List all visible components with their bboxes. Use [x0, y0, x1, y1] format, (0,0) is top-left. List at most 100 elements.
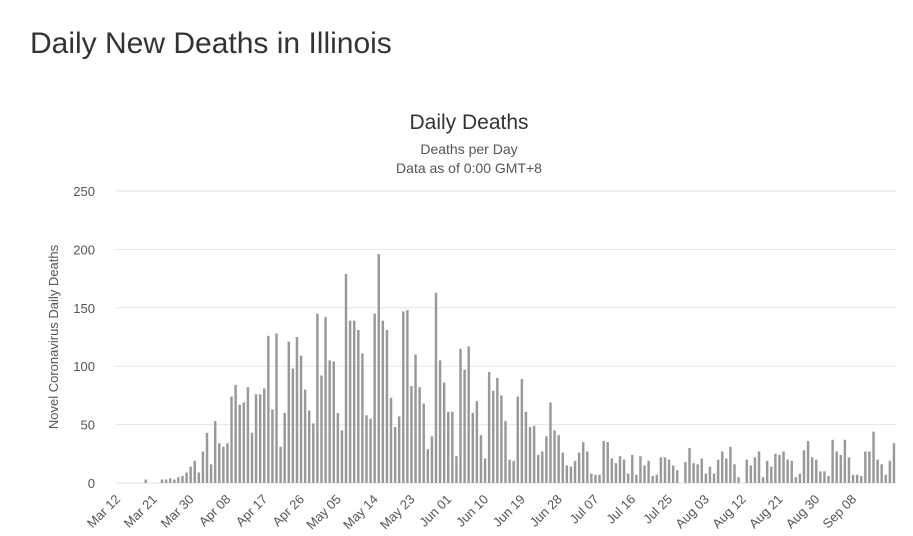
bar — [733, 464, 736, 483]
bar — [402, 311, 405, 483]
bar — [810, 457, 814, 483]
chart-subtitle-line-1: Deaths per Day — [420, 141, 517, 157]
bar — [324, 317, 327, 483]
bar — [406, 310, 409, 483]
bar — [688, 447, 691, 483]
bar — [312, 423, 315, 483]
bar — [884, 474, 887, 483]
bar — [254, 394, 258, 483]
bar — [348, 320, 352, 483]
bar — [655, 474, 659, 483]
bar — [246, 387, 250, 483]
y-tick-label: 50 — [81, 418, 95, 433]
bar — [459, 348, 462, 483]
bar — [218, 443, 221, 483]
x-tick-label: Apr 26 — [269, 492, 307, 530]
bar — [508, 459, 511, 483]
bar — [275, 333, 278, 483]
x-tick-label: Jun 10 — [453, 492, 491, 530]
bar — [823, 471, 826, 483]
bar — [553, 430, 556, 483]
bar — [892, 443, 896, 483]
bar — [320, 375, 323, 483]
page-heading: Daily New Deaths in Illinois — [30, 27, 392, 60]
bar — [561, 452, 564, 483]
bar — [545, 436, 548, 483]
bar — [802, 450, 806, 483]
bar — [369, 418, 372, 483]
bar — [385, 329, 389, 483]
bar — [471, 412, 475, 483]
bar — [492, 390, 495, 483]
bar — [393, 426, 397, 483]
bar — [328, 360, 331, 483]
x-tick-label: Jul 16 — [603, 492, 638, 527]
bar — [602, 440, 605, 483]
bar — [209, 464, 213, 483]
bar — [631, 454, 634, 483]
bar — [565, 465, 569, 483]
bar — [790, 460, 793, 483]
bar — [279, 446, 282, 483]
bar — [185, 472, 188, 483]
bar — [774, 453, 777, 483]
bar — [434, 292, 438, 483]
bar — [144, 479, 147, 483]
x-tick-label: Jun 01 — [416, 492, 454, 530]
bar — [340, 430, 344, 483]
bar — [835, 451, 838, 483]
bar — [344, 273, 348, 483]
x-tick-label: Mar 21 — [121, 492, 160, 531]
bar — [365, 415, 368, 483]
bar — [819, 471, 822, 483]
bar — [598, 474, 601, 483]
bar — [753, 457, 757, 483]
bar — [606, 442, 609, 483]
bar — [438, 360, 442, 483]
bar — [643, 465, 646, 483]
bar — [373, 313, 376, 483]
bar — [197, 472, 201, 483]
bar — [639, 456, 642, 483]
bar — [242, 402, 246, 483]
bar — [316, 313, 319, 483]
bar — [622, 459, 626, 483]
bar — [291, 368, 295, 483]
chart-title: Daily Deaths — [409, 111, 528, 134]
bar — [577, 452, 581, 483]
bar — [614, 463, 618, 483]
y-tick-label: 100 — [73, 359, 95, 374]
x-tick-label: Jul 07 — [566, 492, 601, 527]
bar — [536, 454, 540, 483]
bar — [336, 412, 340, 483]
bar — [708, 466, 712, 483]
bar — [483, 458, 487, 483]
chart-subtitle-line-2: Data as of 0:00 GMT+8 — [396, 160, 542, 176]
x-tick-label: Aug 03 — [672, 492, 712, 532]
bar — [618, 456, 622, 483]
bar — [222, 446, 225, 483]
bar — [581, 442, 585, 483]
x-tick-label: Aug 30 — [783, 492, 823, 532]
bar — [671, 465, 675, 483]
bar — [594, 474, 597, 483]
x-tick-label: Apr 17 — [233, 492, 271, 530]
bar — [357, 329, 360, 483]
bar — [287, 341, 291, 483]
bar — [463, 369, 466, 483]
bar — [422, 403, 425, 483]
bar — [352, 320, 356, 483]
bar — [442, 382, 446, 483]
bar — [381, 320, 385, 483]
y-tick-label: 150 — [73, 301, 95, 316]
bar — [520, 379, 524, 483]
y-tick-labels: 0 50 100 150 200 250 — [73, 184, 95, 491]
bar — [868, 451, 871, 483]
bar — [782, 451, 785, 483]
bar — [283, 412, 286, 483]
bar — [160, 479, 164, 483]
bar — [516, 396, 519, 483]
x-tick-label: May 05 — [303, 492, 344, 533]
